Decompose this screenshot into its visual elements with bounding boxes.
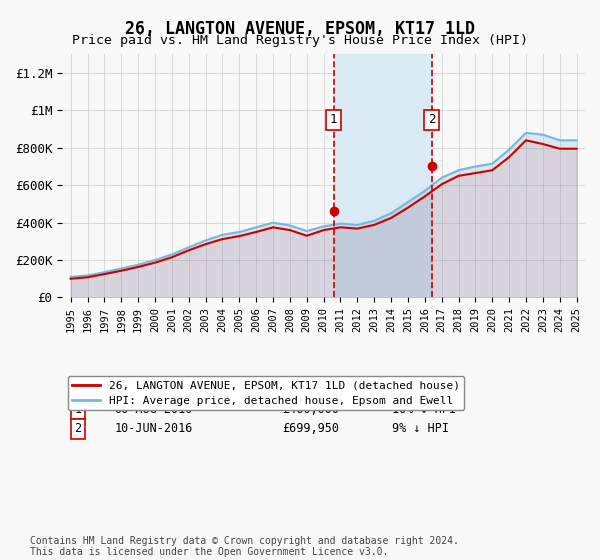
Text: Price paid vs. HM Land Registry's House Price Index (HPI): Price paid vs. HM Land Registry's House … xyxy=(72,34,528,46)
Text: 06-AUG-2010: 06-AUG-2010 xyxy=(115,403,193,416)
Text: 1: 1 xyxy=(74,403,82,416)
Legend: 26, LANGTON AVENUE, EPSOM, KT17 1LD (detached house), HPI: Average price, detach: 26, LANGTON AVENUE, EPSOM, KT17 1LD (det… xyxy=(68,376,464,410)
Text: 1: 1 xyxy=(330,113,337,127)
Text: £699,950: £699,950 xyxy=(282,422,339,435)
Text: 10-JUN-2016: 10-JUN-2016 xyxy=(115,422,193,435)
Text: 2: 2 xyxy=(428,113,435,127)
Text: 2: 2 xyxy=(74,422,82,435)
Text: 26, LANGTON AVENUE, EPSOM, KT17 1LD: 26, LANGTON AVENUE, EPSOM, KT17 1LD xyxy=(125,20,475,38)
Text: £460,000: £460,000 xyxy=(282,403,339,416)
Bar xyxy=(334,54,431,297)
Text: 9% ↓ HPI: 9% ↓ HPI xyxy=(392,422,449,435)
Text: 10% ↓ HPI: 10% ↓ HPI xyxy=(392,403,455,416)
Text: Contains HM Land Registry data © Crown copyright and database right 2024.
This d: Contains HM Land Registry data © Crown c… xyxy=(30,535,459,557)
